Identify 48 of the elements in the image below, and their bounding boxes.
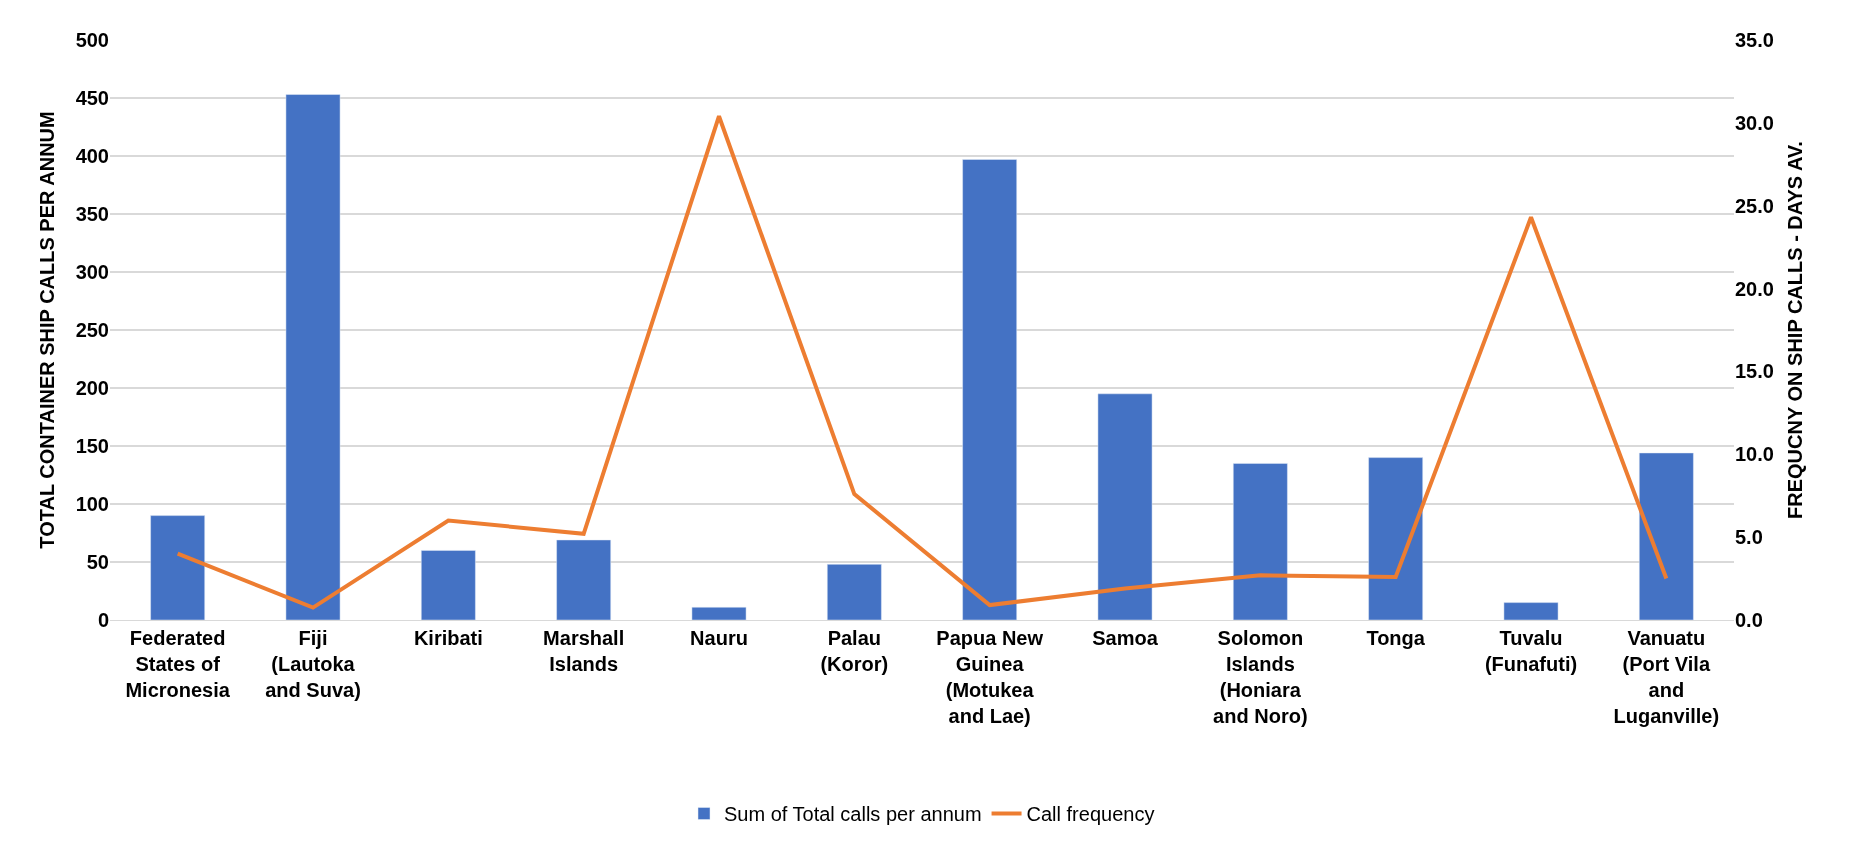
x-tick-label: Nauru — [690, 627, 748, 649]
line-series — [175, 114, 1669, 610]
x-tick-label: Solomon Islands (Honiara and Noro) — [1213, 627, 1308, 727]
y-tick-label: 500 — [75, 29, 109, 51]
legend-label: Call frequency — [1026, 803, 1155, 826]
y2-tick-label: 10.0 — [1735, 443, 1774, 466]
bar — [1368, 457, 1423, 620]
y2-tick-label: 25.0 — [1735, 194, 1774, 217]
bar — [285, 94, 341, 620]
bar — [1097, 393, 1153, 620]
y-tick-label: 450 — [75, 87, 109, 109]
y-tick-label: 400 — [75, 145, 109, 167]
bar — [150, 515, 205, 620]
y2-tick-label: 35.0 — [1735, 29, 1774, 51]
y-axis-title: TOTAL CONTAINER SHIP CALLS PER ANNUM — [36, 111, 59, 549]
bar — [1503, 602, 1559, 620]
y-tick-label: 250 — [75, 319, 109, 341]
x-tick-label: Federated States of Micronesia — [125, 627, 231, 701]
bar — [421, 550, 476, 620]
y2-tick-label: 30.0 — [1735, 111, 1774, 134]
x-tick-label: Tuvalu (Funafuti) — [1484, 627, 1578, 675]
y2-tick-label: 20.0 — [1735, 277, 1774, 300]
bar — [1233, 463, 1288, 620]
bar — [1639, 452, 1694, 620]
bar — [827, 564, 882, 620]
x-tick-label: Vanuatu (Port Vila and Luganville) — [1613, 627, 1720, 727]
x-tick-label: Papua New Guinea (Motukea and Lae) — [936, 627, 1044, 727]
legend-label: Sum of Total calls per annum — [724, 803, 982, 826]
y-tick-label: 100 — [75, 493, 109, 515]
x-tick-label: Marshall Islands — [543, 627, 625, 675]
x-tick-label: Palau (Koror) — [820, 627, 889, 675]
y-tick-label: 200 — [75, 377, 109, 399]
y-tick-label: 150 — [75, 435, 109, 457]
x-tick-label: Fiji (Lautoka and Suva) — [265, 627, 361, 701]
y2-axis-title: FREQUCNY ON SHIP CALLS - DAYS AV. — [1784, 141, 1807, 519]
bar — [691, 606, 747, 620]
y-tick-label: 300 — [75, 261, 109, 283]
y2-tick-label: 15.0 — [1735, 360, 1774, 383]
y-tick-label: 0 — [97, 609, 109, 631]
y2-tick-label: 0.0 — [1735, 609, 1763, 631]
bar — [962, 159, 1017, 620]
x-tick-label: Kiribati — [413, 627, 483, 649]
y2-tick-label: 5.0 — [1735, 526, 1763, 549]
bar — [556, 539, 611, 620]
x-tick-label: Samoa — [1092, 627, 1159, 649]
y-tick-label: 50 — [86, 551, 109, 573]
x-tick-label: Tonga — [1366, 627, 1426, 649]
y-tick-label: 350 — [75, 203, 109, 225]
